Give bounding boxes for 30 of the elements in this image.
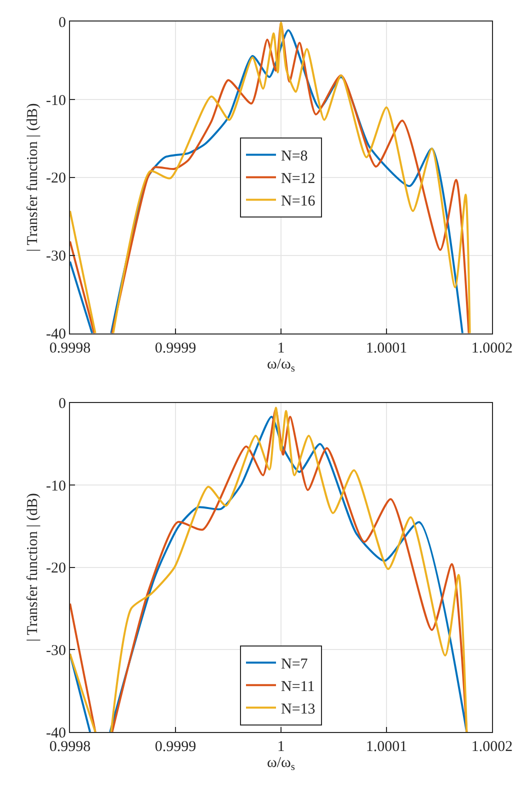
x-tick-label: 0.9998: [49, 739, 91, 756]
legend-label: N=16: [281, 194, 316, 210]
legend-label: N=7: [281, 656, 308, 673]
x-tick-label: 1.0001: [366, 739, 408, 756]
y-axis-title: | Transfer function | (dB): [25, 103, 42, 252]
x-tick-label: 0.9998: [49, 340, 91, 356]
y-tick-label: -40: [46, 725, 66, 742]
y-tick-label: -30: [46, 642, 66, 659]
y-tick-label: -10: [46, 92, 66, 109]
legend-label: N=12: [281, 171, 316, 188]
x-tick-label: 0.9999: [154, 340, 196, 356]
y-tick-label: -40: [46, 326, 66, 343]
y-tick-label: 0: [58, 14, 66, 31]
x-tick-label: 1.0002: [471, 340, 513, 356]
x-axis-title: ω/ω$_{s}$: [266, 755, 296, 774]
x-tick-label: 1.0002: [471, 739, 513, 756]
x-tick-label: 1.0001: [366, 340, 408, 356]
x-tick-label: 0.9999: [154, 739, 196, 756]
y-tick-label: -20: [46, 560, 66, 577]
y-tick-label: 0: [58, 396, 66, 412]
legend-label: N=8: [281, 148, 308, 165]
y-tick-label: -10: [46, 478, 66, 494]
x-tick-label: 1: [277, 340, 285, 356]
legend-label: N=13: [281, 702, 316, 718]
x-tick-label: 1: [277, 739, 285, 756]
y-tick-label: -20: [46, 170, 66, 187]
x-axis-title: ω/ω$_{s}$: [266, 356, 296, 374]
y-tick-label: -30: [46, 248, 66, 265]
y-axis-title: | Transfer function | (dB): [25, 493, 42, 642]
legend-label: N=11: [281, 679, 315, 696]
